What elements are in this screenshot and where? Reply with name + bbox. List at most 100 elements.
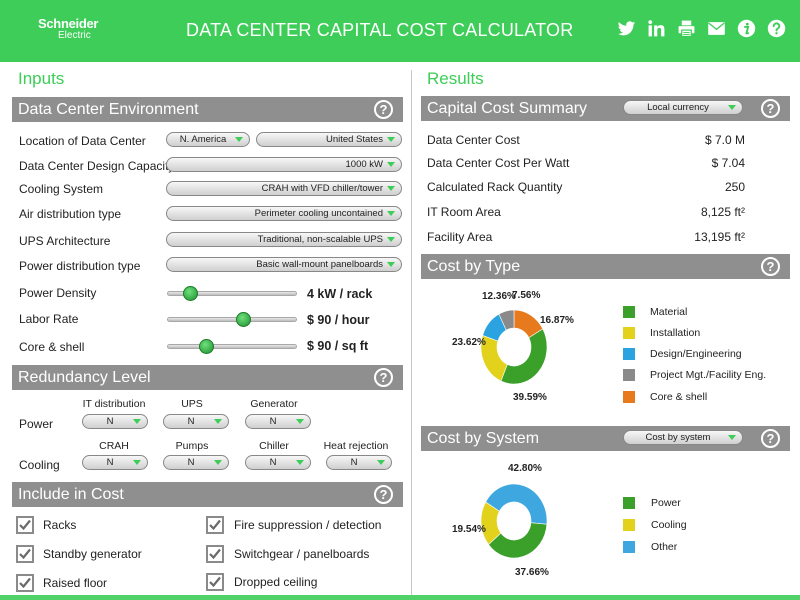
legend-other: Other [651,541,678,553]
core-shell-slider-track[interactable] [167,339,297,354]
inputs-title: Inputs [18,69,65,88]
chevron-down-icon [387,162,395,167]
ups-redundancy-value: N [187,416,195,427]
schneider-logo: Schneider Electric [38,16,99,42]
dc-cost-label: Data Center Cost [427,133,520,147]
pumps-heading: Pumps [175,440,209,452]
results-title: Results [427,69,484,88]
cost-by-type-help-icon[interactable]: ? [761,257,780,276]
fire-suppression-checkbox[interactable] [206,516,224,534]
environment-section-title: Data Center Environment [18,101,199,118]
power-density-slider-track[interactable] [167,286,297,301]
country-value: United States [325,134,383,145]
generator-value: N [269,416,277,427]
heat-rejection-dropdown[interactable]: N [326,455,392,470]
environment-section-header: Data Center Environment ? [12,97,403,122]
power-distribution-dropdown[interactable]: Basic wall-mount panelboards [166,257,402,272]
system-pct-other: 42.80% [508,463,542,474]
cost-by-system-help-icon[interactable]: ? [761,429,780,448]
summary-section-title: Capital Cost Summary [427,100,588,117]
logo-line2: Electric [58,30,91,41]
redundancy-help-icon[interactable]: ? [374,368,393,387]
chevron-down-icon [387,211,395,216]
pumps-value: N [187,457,195,468]
region-value: N. America [179,134,227,145]
ups-architecture-label: UPS Architecture [19,234,111,248]
cost-by-system-dropdown[interactable]: Cost by system [623,430,743,445]
core-shell-slider-handle[interactable] [198,339,214,354]
include-section-header: Include in Cost ? [12,482,403,507]
cooling-system-label: Cooling System [19,182,104,196]
raised-floor-checkbox[interactable] [16,574,34,592]
generator-dropdown[interactable]: N [245,414,311,429]
fire-suppression-label: Fire suppression / detection [234,518,382,532]
legend-swatch-material [623,306,635,318]
legend-swatch-installation [623,327,635,339]
capacity-dropdown[interactable]: 1000 kW [166,157,402,172]
pumps-dropdown[interactable]: N [163,455,229,470]
donut-slice-material [500,328,548,385]
checkmark-icon [209,576,221,588]
chevron-down-icon [387,186,395,191]
checkmark-icon [19,577,31,589]
logo-line1: Schneider [38,16,99,31]
country-dropdown[interactable]: United States [256,132,402,147]
cooling-system-dropdown[interactable]: CRAH with VFD chiller/tower [166,181,402,196]
rack-quantity-label: Calculated Rack Quantity [427,180,563,194]
currency-dropdown[interactable]: Local currency [623,100,743,115]
environment-help-icon[interactable]: ? [374,100,393,119]
linkedin-icon[interactable] [647,19,666,38]
chevron-down-icon [387,137,395,142]
twitter-icon[interactable] [617,19,636,38]
region-dropdown[interactable]: N. America [166,132,250,147]
dropped-ceiling-checkbox[interactable] [206,573,224,591]
checkmark-icon [209,519,221,531]
legend-swatch-project [623,369,635,381]
labor-rate-value: $ 90 / hour [307,313,370,327]
info-icon[interactable] [737,19,756,38]
legend-installation: Installation [650,327,701,339]
standby-generator-checkbox[interactable] [16,545,34,563]
chevron-down-icon [387,237,395,242]
cost-per-watt-value: $ 7.04 [711,156,745,170]
checkmark-icon [209,548,221,560]
cost-per-watt-label: Data Center Cost Per Watt [427,156,570,170]
air-distribution-dropdown[interactable]: Perimeter cooling uncontained [166,206,402,221]
switchgear-label: Switchgear / panelboards [234,547,370,561]
dropped-ceiling-label: Dropped ceiling [234,575,318,589]
ups-redundancy-dropdown[interactable]: N [163,414,229,429]
chiller-dropdown[interactable]: N [245,455,311,470]
switchgear-checkbox[interactable] [206,545,224,563]
legend-power: Power [651,497,681,509]
chevron-down-icon [214,460,222,465]
app-header: Schneider Electric DATA CENTER CAPITAL C… [0,0,800,62]
include-section-title: Include in Cost [18,486,124,503]
type-pct-project: 7.56% [512,290,541,301]
ups-architecture-dropdown[interactable]: Traditional, non-scalable UPS [166,232,402,247]
labor-rate-slider-track[interactable] [167,312,297,327]
labor-rate-slider-handle[interactable] [235,312,251,327]
email-icon[interactable] [707,19,726,38]
summary-help-icon[interactable]: ? [761,99,780,118]
help-icon[interactable] [767,19,786,38]
cost-by-system-donut [480,483,548,559]
heat-rejection-heading: Heat rejection [323,440,389,452]
crah-dropdown[interactable]: N [82,455,148,470]
power-redundancy-label: Power [19,417,54,431]
donut-slice-other [485,483,548,525]
dc-cost-value: $ 7.0 M [704,133,745,147]
print-icon[interactable] [677,19,696,38]
it-distribution-dropdown[interactable]: N [82,414,148,429]
app-title: DATA CENTER CAPITAL COST CALCULATOR [186,20,574,40]
capacity-label: Data Center Design Capacity [19,159,175,173]
capacity-value: 1000 kW [345,159,384,170]
chevron-down-icon [377,460,385,465]
system-pct-power: 37.66% [515,567,549,578]
cost-by-type-header: Cost by Type ? [421,254,790,279]
chevron-down-icon [728,435,736,440]
legend-swatch-cooling [623,519,635,531]
include-help-icon[interactable]: ? [374,485,393,504]
power-density-slider-handle[interactable] [182,286,198,301]
bottom-border [0,595,800,600]
racks-checkbox[interactable] [16,516,34,534]
